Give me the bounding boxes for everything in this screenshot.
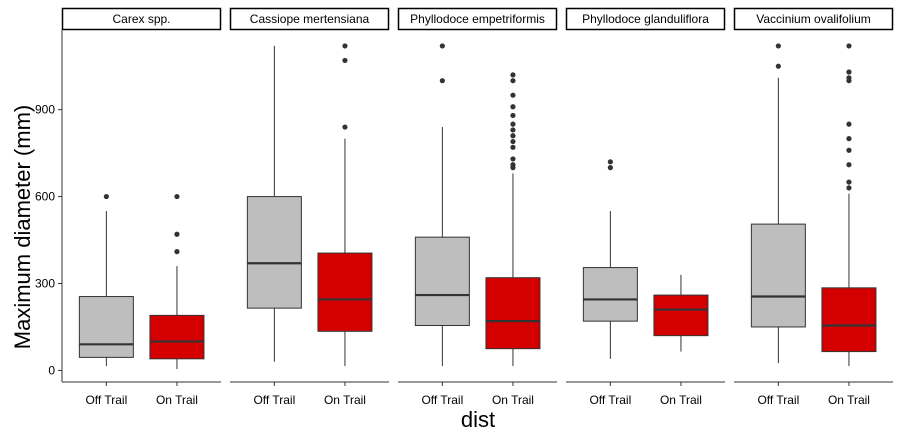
x-tick-label: Off Trail [85,393,127,407]
outlier-point [510,112,516,119]
y-tick-label: 900 [35,103,55,117]
outlier-point [174,193,180,200]
outlier-point [510,121,516,127]
x-tick-label: Off Trail [421,393,463,407]
outlier-point [775,43,781,49]
outlier-point [846,147,852,153]
outlier-point [846,121,852,127]
outlier-point [342,124,348,130]
box-body [149,314,205,360]
outlier-point [846,162,852,168]
x-axis-title: dist [461,407,495,432]
outlier-point [510,156,516,162]
facet-panel: Cassiope mertensiana Off Trail On Trail [229,7,390,407]
facet-strip [733,7,894,31]
box-body [78,296,134,358]
outlier-point [510,127,516,133]
outlier-point [510,133,516,139]
x-tick-label: On Trail [828,393,870,407]
box-on-trail [821,43,877,367]
x-tick-label: On Trail [324,393,366,407]
y-tick-label: 300 [35,276,55,290]
outlier-point [342,43,348,49]
x-tick-label: On Trail [660,393,702,407]
x-tick-label: Off Trail [757,393,799,407]
facet-strip-label: Phyllodoce empetriformis [410,12,545,26]
box-body [246,196,302,309]
box-on-trail [653,274,709,352]
outlier-point [846,179,852,185]
facet-panel: Carex spp. Off Trail On Trail [61,7,222,407]
y-tick-label: 600 [35,190,55,204]
outlier-point [510,78,516,84]
box-body [653,294,709,337]
facet-strip [229,7,390,31]
facet-strip [397,7,558,31]
box-off-trail [78,193,134,367]
box-body [750,223,806,328]
facet-strip-label: Cassiope mertensiana [250,12,370,26]
outlier-point [846,43,852,49]
box-body [317,252,373,332]
box-body [821,287,877,353]
outlier-point [174,249,180,255]
outlier-point [846,69,852,75]
outlier-point [510,162,516,168]
x-tick-label: Off Trail [589,393,631,407]
box-off-trail [414,43,470,367]
y-axis-title: Maximum diameter (mm) [10,105,35,349]
box-body [582,267,638,322]
outlier-point [342,57,348,64]
outlier-point [607,159,613,165]
box-off-trail [750,43,806,364]
outlier-point [174,231,180,237]
outlier-point [103,193,109,200]
outlier-point [439,78,445,84]
box-on-trail [485,72,541,367]
outlier-point [439,43,445,49]
y-axis: 0 300 600 900 [35,30,63,382]
y-tick-label: 0 [48,363,55,377]
box-on-trail [317,43,373,367]
outlier-point [510,144,516,150]
facet-strip [565,7,726,31]
box-body [485,277,541,350]
box-body [414,236,470,327]
outlier-point [510,138,516,145]
box-on-trail [149,193,205,369]
x-tick-label: On Trail [156,393,198,407]
x-tick-label: Off Trail [253,393,295,407]
outlier-point [846,136,852,142]
outlier-point [846,75,852,81]
facet-strip-label: Vaccinium ovalifolium [756,12,871,26]
outlier-point [775,63,781,69]
outlier-point [510,72,516,78]
facet-strip-label: Phyllodoce glanduliflora [582,12,709,26]
x-tick-label: On Trail [492,393,534,407]
box-off-trail [582,159,638,359]
facet-panel: Vaccinium ovalifolium Off Trail On Trail [733,7,894,407]
outlier-point [607,165,613,171]
facet-panel: Phyllodoce glanduliflora Off Trail On Trai… [565,7,726,407]
facet-strip [61,7,222,31]
facet-strip-label: Carex spp. [112,12,170,26]
box-off-trail [246,45,302,362]
outlier-point [510,104,516,110]
outlier-point [510,92,516,98]
facet-panel: Phyllodoce empetriformis Off Trail On Trai… [397,7,558,407]
outlier-point [846,185,852,191]
